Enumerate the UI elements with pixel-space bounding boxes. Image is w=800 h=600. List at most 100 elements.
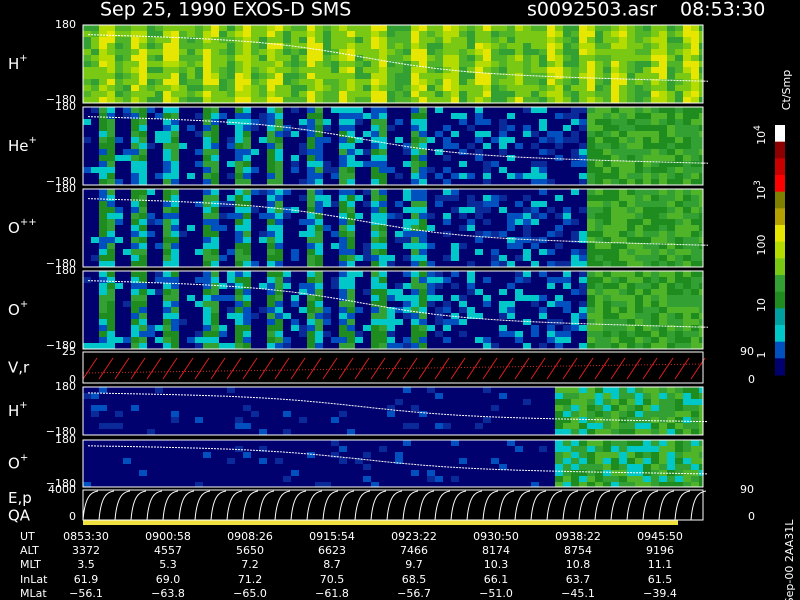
cell: 0938:22 [555, 530, 601, 543]
spectrogram-cell [675, 37, 683, 43]
spectrogram-cell [491, 49, 499, 55]
spectrogram-cell [411, 43, 419, 49]
spectrogram-cell [235, 155, 243, 161]
spectrogram-cell [315, 271, 323, 277]
spectrogram-cell [147, 43, 155, 49]
spectrogram-cell [267, 219, 275, 225]
spectrogram-cell [107, 249, 115, 255]
spectrogram-cell [627, 331, 635, 337]
spectrogram-cell [691, 155, 699, 161]
spectrogram-cell [643, 231, 651, 237]
spectrogram-cell [683, 237, 691, 243]
spectrogram-cell [619, 249, 627, 255]
spectrogram-cell [603, 225, 611, 231]
spectrogram-cell [547, 231, 555, 237]
spectrogram-cell [659, 167, 667, 173]
spectrogram-cell [635, 179, 643, 185]
spectrogram-cell [395, 213, 403, 219]
spectrogram-cell [371, 249, 379, 255]
spectrogram-cell [691, 125, 699, 131]
spectrogram-cell [131, 231, 139, 237]
spectrogram-cell [347, 55, 355, 61]
spectrogram-cell [699, 283, 703, 289]
spectrogram-cell [651, 446, 659, 452]
spectrogram-cell [587, 207, 595, 213]
spectrogram-cell [531, 67, 539, 73]
spectrogram-cell [443, 167, 451, 173]
spectrogram-cell [643, 119, 651, 125]
spectrogram-cell [187, 79, 195, 85]
spectrogram-cell [507, 243, 515, 249]
spectrogram-cell [363, 113, 371, 119]
spectrogram-cell [587, 283, 595, 289]
spectrogram-cell [291, 61, 299, 67]
spectrogram-cell [531, 243, 539, 249]
spectrogram-cell [563, 55, 571, 61]
spectrogram-cell [587, 307, 595, 313]
spectrogram-cell [371, 207, 379, 213]
spectrogram-cell [115, 73, 123, 79]
spectrogram-cell [515, 143, 523, 149]
spectrogram-cell [523, 31, 531, 37]
spectrogram-cell [147, 231, 155, 237]
colorbar-segment [775, 241, 785, 259]
spectrogram-cell [635, 283, 643, 289]
spectrogram-cell [635, 207, 643, 213]
spectrogram-cell [91, 343, 99, 349]
spectrogram-cell [691, 55, 699, 61]
spectrogram-cell [571, 161, 579, 167]
spectrogram-cell [627, 167, 635, 173]
spectrogram-cell [651, 331, 659, 337]
spectrogram-cell [171, 225, 179, 231]
spectrogram-cell [203, 55, 211, 61]
spectrogram-cell [107, 143, 115, 149]
spectrogram-cell [475, 137, 483, 143]
spectrogram-cell [83, 25, 91, 31]
spectrogram-cell [427, 476, 435, 482]
spectrogram-cell [491, 67, 499, 73]
spectrogram-cell [643, 55, 651, 61]
y-tick-label: −180 [46, 425, 76, 438]
spectrogram-cell [499, 67, 507, 73]
spectrogram-cell [267, 195, 275, 201]
spectrogram-cell [587, 137, 595, 143]
spectrogram-cell [611, 255, 619, 261]
spectrogram-cell [139, 155, 147, 161]
spectrogram-cell [499, 207, 507, 213]
spectrogram-cell [371, 283, 379, 289]
spectrogram-cell [195, 67, 203, 73]
spectrogram-cell [683, 161, 691, 167]
spectrogram-cell [195, 85, 203, 91]
spectrogram-cell [347, 195, 355, 201]
spectrogram-cell [275, 31, 283, 37]
spectrogram-cell [579, 67, 587, 73]
spectrogram-cell [443, 55, 451, 61]
spectrogram-cell [307, 49, 315, 55]
spectrogram-cell [307, 207, 315, 213]
spectrogram-cell [171, 255, 179, 261]
spectrogram-cell [563, 25, 571, 31]
spectrogram-cell [387, 167, 395, 173]
spectrogram-cell [587, 429, 595, 435]
spectrogram-cell [563, 137, 571, 143]
spectrogram-cell [347, 119, 355, 125]
spectrogram-cell [331, 107, 339, 113]
spectrogram-cell [675, 91, 683, 97]
spectrogram-cell [251, 79, 259, 85]
spectrogram-cell [691, 295, 699, 301]
spectrogram-cell [171, 173, 179, 179]
spectrogram-cell [499, 91, 507, 97]
spectrogram-cell [539, 149, 547, 155]
spectrogram-cell [579, 207, 587, 213]
spectrogram-cell [579, 161, 587, 167]
label-sup: + [20, 299, 28, 310]
spectrogram-cell [491, 201, 499, 207]
spectrogram-cell [435, 476, 443, 482]
spectrogram-cell [475, 313, 483, 319]
spectrogram-cell [131, 271, 139, 277]
spectrogram-cell [699, 325, 703, 331]
spectrogram-cell [155, 243, 163, 249]
spectrogram-cell [419, 131, 427, 137]
spectrogram-cell [683, 231, 691, 237]
